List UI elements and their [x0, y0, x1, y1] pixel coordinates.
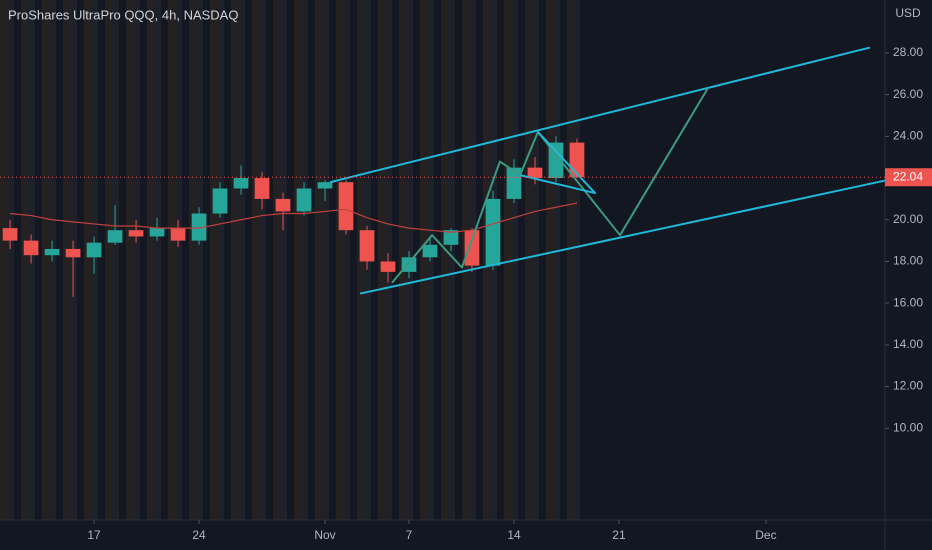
last-price-box	[885, 168, 932, 187]
y-tick-label: 20.00	[893, 212, 923, 226]
session-shading	[0, 0, 580, 520]
candle-body	[128, 230, 144, 237]
y-tick-label: 12.00	[893, 379, 923, 393]
y-tick-label: 24.00	[893, 129, 923, 143]
y-tick-label: 10.00	[893, 420, 923, 434]
x-tick-label: 21	[612, 528, 626, 542]
candle-body	[23, 240, 39, 256]
currency: USD	[895, 6, 921, 20]
candle-body	[44, 248, 60, 256]
trend-drawing	[329, 46, 871, 184]
candle-body	[212, 188, 228, 214]
candle-body	[65, 248, 81, 258]
candle-body	[443, 230, 459, 245]
x-tick-label: 17	[87, 528, 101, 542]
candle-body	[254, 178, 270, 199]
candle-body	[317, 182, 333, 189]
candle-body	[569, 142, 585, 178]
candle-body	[464, 230, 480, 266]
x-tick-label: 14	[507, 528, 521, 542]
candle-body	[275, 198, 291, 212]
candle-body	[233, 178, 249, 189]
candle-body	[191, 213, 207, 241]
y-tick-label: 26.00	[893, 87, 923, 101]
y-tick-label: 28.00	[893, 45, 923, 59]
y-tick-label: 18.00	[893, 254, 923, 268]
trend-drawing	[519, 131, 597, 195]
x-tick-label: 24	[192, 528, 206, 542]
candle-body	[170, 228, 186, 241]
moving-average	[10, 202, 578, 233]
candle-body	[359, 230, 375, 262]
chart-title: ProShares UltraPro QQQ, 4h, NASDAQ	[8, 7, 238, 22]
candle-body	[86, 242, 102, 258]
x-tick-label: Nov	[314, 528, 335, 542]
candle-body	[527, 167, 543, 179]
candle-body	[422, 244, 438, 258]
candle-body	[380, 261, 396, 272]
trend-drawing	[359, 179, 886, 295]
candle-body	[107, 230, 123, 243]
y-tick-label: 16.00	[893, 295, 923, 309]
trend-drawing	[391, 87, 709, 284]
candle-body	[2, 228, 18, 241]
candle-body	[149, 228, 165, 237]
y-tick-label: 14.00	[893, 337, 923, 351]
last-price-label: 22.04	[893, 169, 923, 183]
candle-body	[485, 198, 501, 266]
x-tick-label: 7	[406, 528, 413, 542]
candle-body	[506, 167, 522, 199]
candle-body	[338, 182, 354, 231]
candle-body	[296, 188, 312, 212]
x-tick-label: Dec	[755, 528, 776, 542]
